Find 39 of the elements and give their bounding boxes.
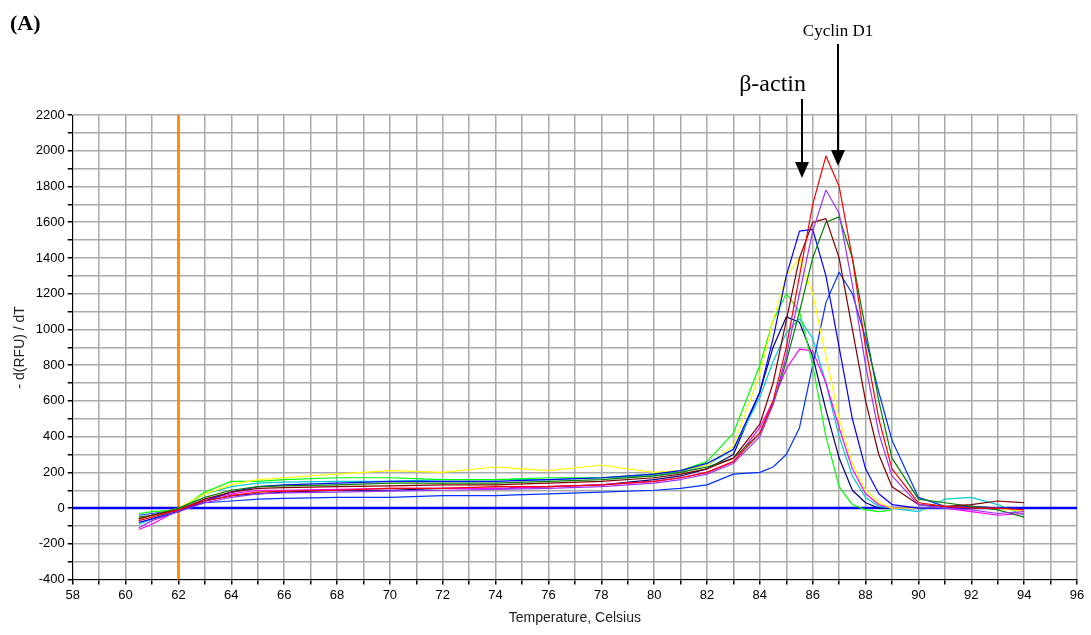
x-tick-label: 76 [541, 586, 556, 602]
x-tick-label: 88 [858, 586, 873, 602]
text: Cyclin D1 [802, 21, 874, 40]
y-tick-label: 0 [57, 499, 65, 515]
x-tick-label: 64 [224, 586, 239, 602]
x-tick-label: 84 [752, 586, 768, 602]
x-tick-label: 86 [805, 586, 820, 602]
x-tick-label: 60 [118, 586, 133, 602]
x-tick-label: 74 [488, 586, 503, 602]
x-tick-label: 58 [65, 586, 80, 602]
y-tick-label: 1800 [35, 178, 65, 194]
y-tick-label: -200 [38, 535, 65, 551]
x-tick-label: 72 [435, 586, 450, 602]
x-tick-label: 92 [964, 586, 979, 602]
y-tick-label: 1200 [35, 285, 65, 301]
y-tick-label: 1400 [35, 249, 65, 265]
x-tick-label: 90 [911, 586, 926, 602]
y-tick-label: 1600 [35, 213, 65, 229]
y-tick-label: 2000 [35, 142, 65, 158]
x-tick-label: 78 [594, 586, 609, 602]
x-tick-label: 80 [646, 586, 662, 602]
x-axis-title: Temperature, Celsius [508, 609, 641, 626]
x-tick-label: 66 [276, 586, 292, 602]
y-axis-title: - d(RFU) / dT [11, 305, 28, 389]
x-tick-label: 96 [1069, 586, 1085, 602]
x-tick-label: 68 [329, 586, 345, 602]
y-tick-label: 200 [43, 463, 65, 479]
chart-title: (A) [10, 10, 41, 35]
y-tick-label: 600 [43, 392, 65, 408]
y-tick-label: 1000 [35, 321, 65, 337]
y-tick-label: 2200 [35, 106, 65, 122]
text: β-actin [739, 70, 806, 96]
y-tick-label: -400 [38, 571, 65, 587]
y-tick-label: 800 [43, 356, 65, 372]
x-tick-label: 70 [382, 586, 398, 602]
x-tick-label: 94 [1016, 586, 1032, 602]
x-tick-label: 82 [699, 586, 715, 602]
y-tick-label: 400 [43, 428, 65, 444]
x-tick-label: 62 [171, 586, 186, 602]
